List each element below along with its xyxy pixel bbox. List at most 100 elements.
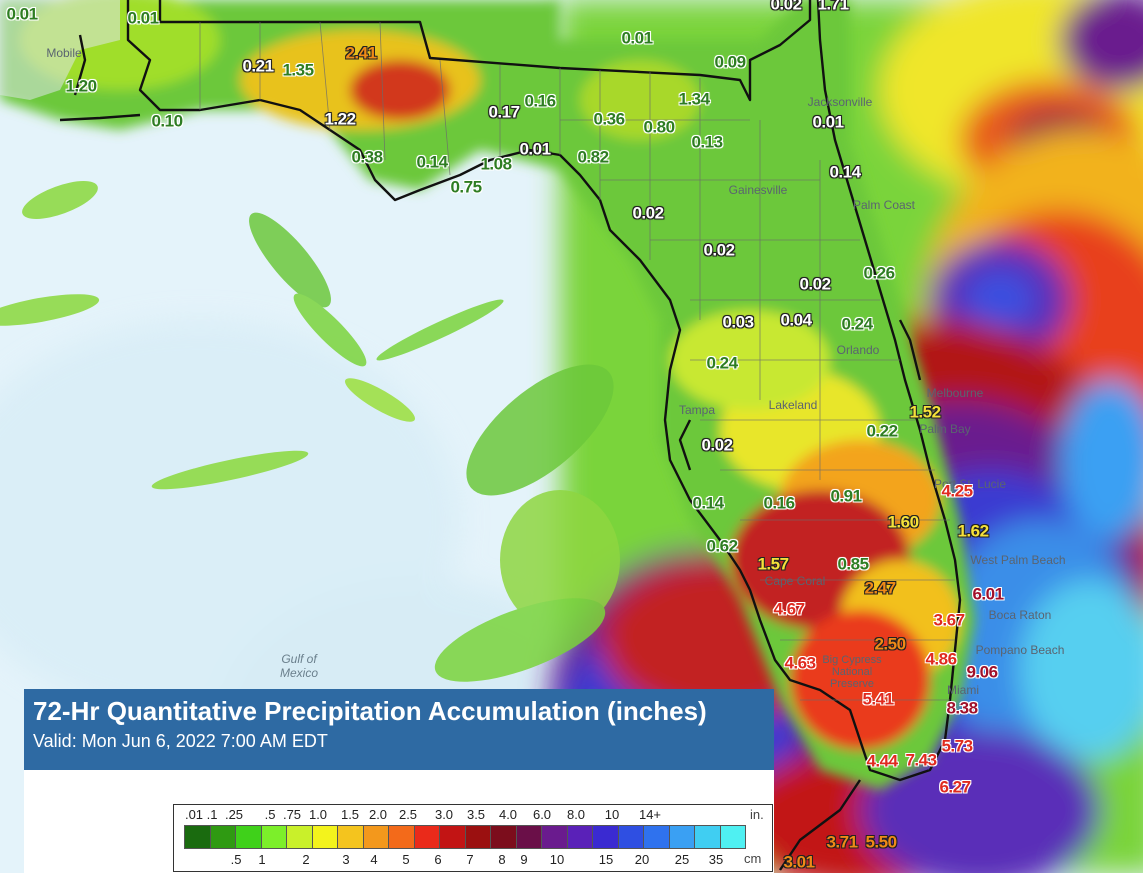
precip-value: 0.38 [351, 147, 383, 167]
place-gainesville: Gainesville [728, 183, 788, 197]
precip-value: 6.27 [939, 777, 971, 797]
precip-value: 5.50 [865, 832, 897, 852]
place-palm-coast: Palm Coast [852, 198, 916, 212]
place-orlando: Orlando [836, 343, 880, 357]
legend-swatch [388, 825, 415, 849]
legend-cm-label: 5 [402, 852, 410, 867]
precip-value: 0.01 [621, 28, 653, 48]
precip-value: 9.06 [966, 662, 998, 682]
legend-inch-label: .5 [264, 807, 276, 822]
legend-inch-label: 4.0 [498, 807, 518, 822]
legend-inch-label: 14+ [638, 807, 662, 822]
precip-value: 0.10 [151, 111, 183, 131]
precip-value: 0.85 [837, 554, 869, 574]
legend-swatch [668, 825, 695, 849]
precip-value: 1.08 [480, 154, 512, 174]
precip-value: 0.04 [780, 310, 812, 330]
legend-swatch [260, 825, 287, 849]
legend-cm-label: 8 [498, 852, 506, 867]
place-big-cypress: Big Cypress National Preserve [822, 654, 882, 690]
precip-value: 2.50 [874, 634, 906, 654]
legend-cm-label: 6 [434, 852, 442, 867]
legend-cm-label: 35 [708, 852, 724, 867]
place-jacksonville: Jacksonville [807, 95, 873, 109]
precip-value: 3.01 [783, 852, 815, 872]
precip-value: 2.41 [345, 43, 377, 63]
precip-value: 0.26 [863, 263, 895, 283]
precip-value: 4.67 [773, 599, 805, 619]
title-bar: 72-Hr Quantitative Precipitation Accumul… [24, 689, 774, 770]
precip-value: 1.22 [324, 109, 356, 129]
precip-value: 1.35 [282, 60, 314, 80]
legend-inch-label: .01 [184, 807, 204, 822]
legend-swatch [490, 825, 517, 849]
precip-value: 0.03 [722, 312, 754, 332]
precip-value: 0.01 [127, 8, 159, 28]
precip-value: 3.71 [826, 832, 858, 852]
precip-value: 0.02 [799, 274, 831, 294]
precip-value: 5.41 [862, 689, 894, 709]
place-tampa: Tampa [678, 403, 716, 417]
legend-inch-label: 3.0 [434, 807, 454, 822]
legend-cm-label: 7 [466, 852, 474, 867]
legend-cm-label: 20 [634, 852, 650, 867]
precip-value: 1.52 [909, 402, 941, 422]
precip-value: 0.21 [242, 56, 274, 76]
precip-value: 0.02 [703, 240, 735, 260]
precip-value: 0.13 [691, 132, 723, 152]
precip-value: 0.16 [524, 91, 556, 111]
legend-swatch [184, 825, 211, 849]
alabama-land [0, 0, 120, 100]
legend-inch-label: 3.5 [466, 807, 486, 822]
county-lines [199, 21, 955, 701]
legend-cm-label: 15 [598, 852, 614, 867]
place-cape-coral: Cape Coral [764, 574, 826, 588]
legend-cm-label: 25 [674, 852, 690, 867]
precip-value: 0.24 [706, 353, 738, 373]
map-valid-time: Valid: Mon Jun 6, 2022 7:00 AM EDT [33, 731, 328, 751]
precip-value: 0.01 [519, 139, 551, 159]
place-pompano-beach: Pompano Beach [975, 643, 1065, 657]
precip-value: 4.86 [925, 649, 957, 669]
precip-value: 7.43 [905, 750, 937, 770]
legend-cm-label: 4 [370, 852, 378, 867]
place-melbourne: Melbourne [926, 386, 984, 400]
precip-value: 0.14 [416, 152, 448, 172]
precip-value: 0.17 [488, 102, 520, 122]
place-port-st-lucie: Port St. Lucie [933, 477, 1007, 491]
place-miami: Miami [947, 683, 979, 697]
legend-swatch [209, 825, 236, 849]
precip-value: 0.91 [830, 486, 862, 506]
precip-value: 1.62 [957, 521, 989, 541]
place-mobile: Mobile [46, 46, 82, 60]
legend-inch-label: 2.5 [398, 807, 418, 822]
legend-swatch [592, 825, 619, 849]
gulf-of-mexico-label: Gulf of Mexico [280, 652, 319, 680]
legend-swatch [643, 825, 670, 849]
legend-swatch [337, 825, 364, 849]
color-legend: .01.1.25.5.75 1.0 1.5 2.0 2.5 3.0 3.5 4.0 6.0 8.0… [173, 804, 773, 872]
legend-inch-label: .25 [224, 807, 244, 822]
precip-value: 1.60 [887, 512, 919, 532]
precip-value: 0.24 [841, 314, 873, 334]
legend-inch-label: .1 [206, 807, 218, 822]
precip-value: 0.14 [692, 493, 724, 513]
precip-value: 5.73 [941, 736, 973, 756]
precip-value: 0.22 [866, 421, 898, 441]
legend-inch-label: 8.0 [566, 807, 586, 822]
legend-inch-label: 1.5 [340, 807, 360, 822]
legend-cm-label: .5 [230, 852, 242, 867]
legend-swatch [286, 825, 313, 849]
precip-value: 0.62 [706, 536, 738, 556]
precip-value: 4.25 [941, 481, 973, 501]
precip-value: 0.02 [632, 203, 664, 223]
precip-value: 1.20 [65, 76, 97, 96]
legend-swatch [694, 825, 721, 849]
precip-value: 4.44 [866, 751, 898, 771]
legend-inch-label: 10 [604, 807, 620, 822]
precip-value: 0.14 [829, 162, 861, 182]
legend-swatch [541, 825, 568, 849]
legend-cm-label: 9 [520, 852, 528, 867]
legend-cm-label: 2 [302, 852, 310, 867]
precip-value: 0.02 [770, 0, 802, 14]
